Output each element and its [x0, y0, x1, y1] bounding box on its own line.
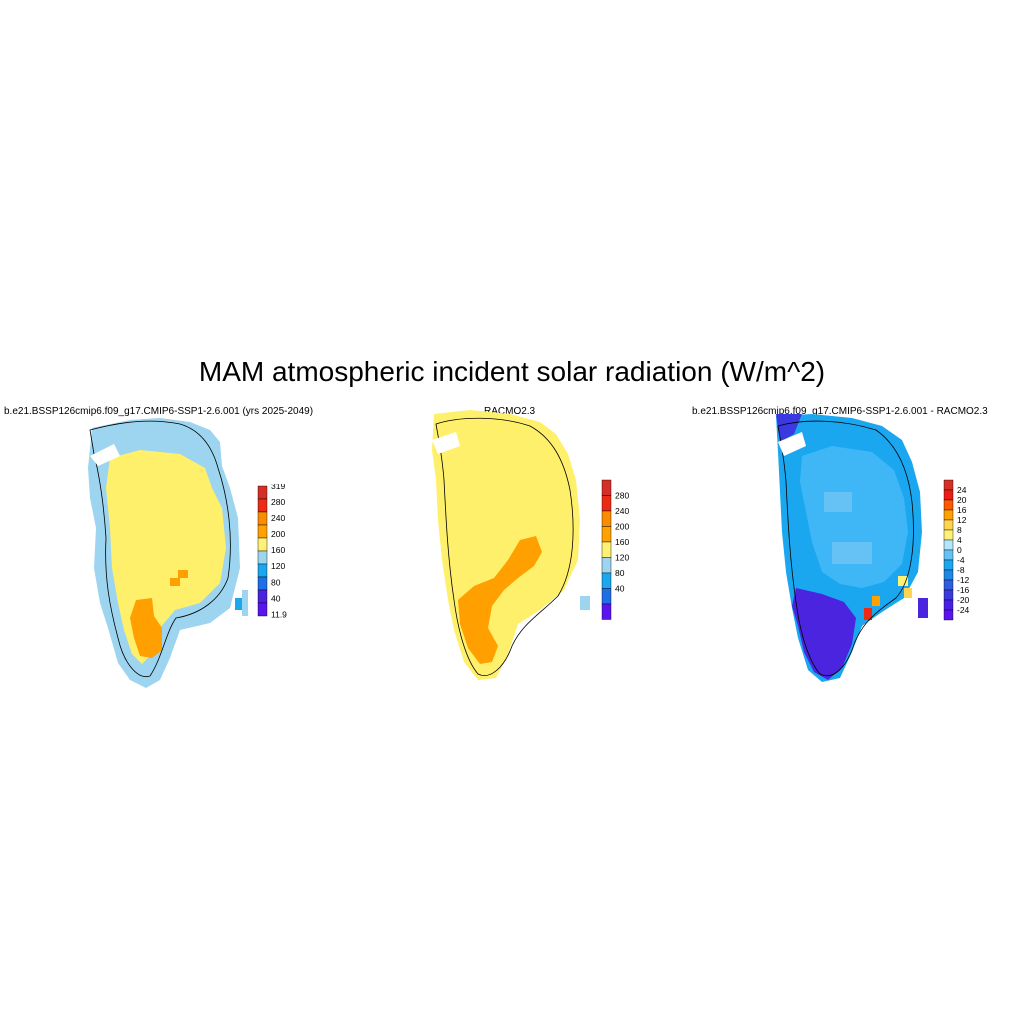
colorbar-label: -8: [957, 565, 965, 575]
colorbar-label: 8: [957, 525, 962, 535]
colorbar-label: -16: [957, 585, 970, 595]
colorbar-label: -20: [957, 595, 970, 605]
colorbar-swatch: [943, 579, 954, 591]
colorbar-label: 20: [957, 495, 967, 505]
colorbar-label: 200: [615, 522, 629, 532]
colorbar-swatch: [943, 519, 954, 531]
panel-3-title: b.e21.BSSP126cmip6.f09_g17.CMIP6-SSP1-2.…: [692, 406, 988, 417]
colorbar-swatch: [601, 557, 612, 574]
panel-1-coastline: [89, 420, 231, 677]
panel-1-title: b.e21.BSSP126cmip6.f09_g17.CMIP6-SSP1-2.…: [4, 406, 314, 417]
colorbar-label: 16: [957, 505, 967, 515]
colorbar-label: 11.9: [271, 609, 287, 619]
panel-3-coastline: [777, 420, 914, 676]
colorbar-label: -24: [957, 605, 970, 615]
panel-3-interior-field: [800, 446, 908, 588]
colorbar-label: 40: [271, 593, 281, 603]
colorbar-swatch: [601, 495, 612, 512]
panel-2-edge-field: [432, 410, 580, 680]
colorbar-swatch: [257, 511, 268, 526]
colorbar-label: 120: [615, 553, 629, 563]
colorbar-label: 160: [271, 545, 285, 555]
colorbar-swatch: [257, 563, 268, 578]
panel-2-map: [432, 410, 590, 680]
colorbar-swatch: [943, 569, 954, 581]
colorbar-swatch: [943, 549, 954, 561]
panel-3-negative-field: [776, 414, 856, 680]
colorbar-label: 4: [957, 535, 962, 545]
colorbar-label: -12: [957, 575, 970, 585]
colorbar-label: 80: [271, 577, 281, 587]
colorbar-swatch: [943, 599, 954, 611]
panel-2-coastline: [435, 417, 574, 676]
colorbar-label: 24: [957, 485, 967, 495]
colorbar-label: 12: [957, 515, 967, 525]
colorbar-swatch: [601, 603, 612, 620]
colorbar-swatch: [257, 576, 268, 591]
colorbar-swatch: [257, 485, 268, 500]
colorbar-swatch: [601, 541, 612, 558]
panel-1-no-data-gap: [90, 444, 120, 466]
panel-3-positive-field: [864, 576, 912, 620]
colorbar-swatch: [943, 589, 954, 601]
panel-3-no-data-gap: [778, 432, 806, 456]
panel-2-south-field: [458, 536, 542, 664]
colorbar-swatch: [257, 524, 268, 539]
colorbar-swatch: [943, 509, 954, 521]
panel-3-map: [776, 414, 928, 682]
figure-title: MAM atmospheric incident solar radiation…: [198, 356, 826, 387]
colorbar-swatch: [257, 550, 268, 565]
panel-2-no-data-gap: [432, 432, 460, 454]
colorbar-label: 120: [271, 561, 285, 571]
panel-2-island-cell: [580, 596, 590, 610]
colorbar-label: 240: [615, 506, 629, 516]
colorbar-label: 0: [957, 545, 962, 555]
panel-1-island-cell: [235, 598, 245, 610]
colorbar-swatch: [257, 602, 268, 617]
colorbar-label: -4: [957, 555, 965, 565]
panel-1-island-cell-2: [242, 590, 248, 616]
colorbar-swatch: [601, 526, 612, 543]
colorbar-label: 280: [271, 497, 285, 507]
colorbar-label: 240: [271, 513, 285, 523]
colorbar-swatch: [257, 537, 268, 552]
colorbar-label: 40: [615, 584, 625, 594]
colorbar-swatch: [943, 499, 954, 511]
colorbar-label: 160: [615, 537, 629, 547]
colorbar-swatch: [943, 609, 954, 621]
colorbar-swatch: [601, 572, 612, 589]
colorbar-swatch: [943, 559, 954, 571]
colorbar-label: 280: [615, 491, 629, 501]
panel-2-title: RACMO2.3: [484, 406, 536, 417]
colorbar-swatch: [257, 498, 268, 513]
colorbar-swatch: [943, 529, 954, 541]
colorbar-label: 80: [615, 568, 625, 578]
colorbar-swatch: [601, 510, 612, 527]
colorbar-label: 319: [271, 484, 285, 491]
colorbar-label: 200: [271, 529, 285, 539]
colorbar-swatch: [943, 479, 954, 491]
colorbar-swatch: [601, 479, 612, 496]
panel-2-colorbar: 280 240 200 160 120 80 40: [601, 479, 629, 620]
colorbar-swatch: [943, 489, 954, 501]
panel-1-south-field: [130, 570, 188, 658]
colorbar-swatch: [601, 588, 612, 605]
panel-1-colorbar: 319 280 240 200 160 120 80 40 11.9: [257, 484, 287, 619]
panel-1-map: [88, 418, 248, 688]
panel-3-island-cell: [918, 598, 928, 618]
colorbar-swatch: [257, 589, 268, 604]
colorbar-swatch: [943, 539, 954, 551]
